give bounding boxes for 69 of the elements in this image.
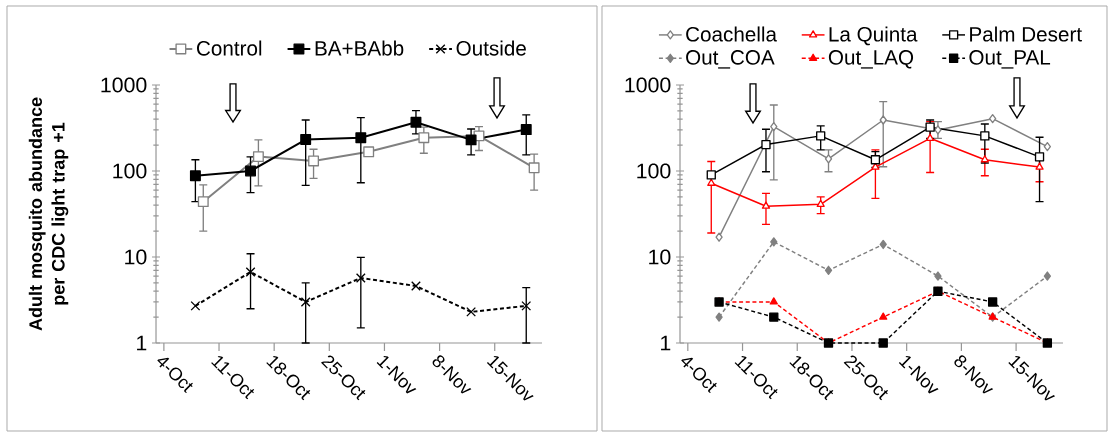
- point: [197, 196, 209, 208]
- point: [1035, 162, 1044, 170]
- point: [363, 146, 375, 158]
- point: [934, 271, 942, 281]
- y-tick-label: 100: [637, 163, 671, 179]
- point: [1034, 152, 1045, 162]
- point: [925, 133, 935, 141]
- legend-label: Control: [196, 40, 262, 56]
- y-tick-label: 1000: [625, 77, 671, 93]
- point: [245, 267, 256, 277]
- point: [878, 338, 888, 348]
- point: [770, 121, 778, 132]
- point: [411, 281, 421, 291]
- point: [770, 237, 778, 247]
- point: [189, 170, 201, 182]
- point: [761, 201, 771, 209]
- y-tick-label: 100: [113, 163, 147, 179]
- y-tick-label: 1000: [101, 77, 147, 93]
- point: [355, 132, 367, 144]
- point: [870, 155, 881, 165]
- point: [245, 165, 256, 177]
- point: [520, 124, 532, 136]
- point: [410, 116, 422, 128]
- point: [465, 134, 477, 146]
- point: [190, 300, 201, 311]
- point: [879, 312, 888, 320]
- point: [987, 297, 998, 307]
- point: [521, 300, 532, 311]
- point: [879, 239, 887, 250]
- point: [707, 178, 716, 186]
- legend-label: BA+BAbb: [315, 40, 404, 56]
- point: [769, 312, 779, 322]
- point: [769, 297, 778, 305]
- y-tick-label: 1: [137, 335, 147, 351]
- point: [528, 162, 540, 174]
- point: [816, 131, 826, 141]
- point: [466, 306, 477, 317]
- point: [816, 199, 825, 207]
- point: [300, 134, 312, 146]
- y-tick-label: 1: [661, 335, 671, 351]
- point: [715, 312, 723, 322]
- point: [1043, 271, 1052, 281]
- point: [706, 170, 716, 180]
- point: [418, 132, 430, 144]
- point: [761, 139, 771, 150]
- point: [980, 131, 990, 141]
- point: [879, 115, 887, 125]
- y-tick-label: 10: [125, 249, 147, 265]
- legend-label: Out_LAQ: [828, 50, 914, 69]
- legend-label: Out_PAL: [969, 50, 1051, 69]
- legend-label: La Quinta: [829, 26, 918, 46]
- point: [988, 113, 997, 124]
- y-tick-label: 10: [649, 249, 671, 265]
- legend-label: Outside: [456, 40, 526, 56]
- point: [355, 273, 366, 283]
- point: [824, 265, 833, 275]
- legend-label: Palm Desert: [970, 26, 1082, 42]
- point: [300, 297, 311, 307]
- legend-label: Out_COA: [686, 50, 775, 69]
- point: [934, 125, 942, 135]
- point: [715, 232, 723, 242]
- point: [308, 155, 320, 167]
- y-axis-title: Adult mosquito abundance per CDC light trap +1: [28, 97, 69, 331]
- legend-label: Coachella: [686, 26, 777, 42]
- point: [252, 151, 264, 163]
- point: [824, 154, 833, 164]
- point: [925, 122, 935, 132]
- point: [980, 155, 989, 163]
- point: [1043, 141, 1052, 152]
